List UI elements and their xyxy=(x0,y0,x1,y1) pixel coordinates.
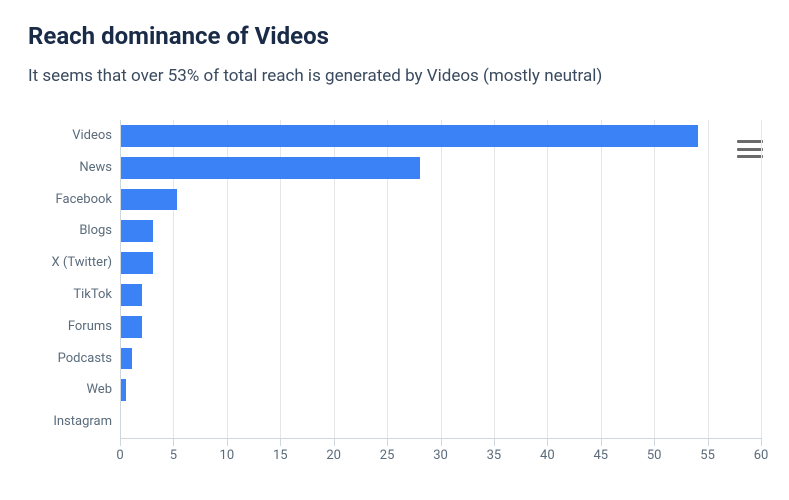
y-tick-label: X (Twitter) xyxy=(28,247,112,279)
x-tick xyxy=(387,438,388,446)
x-tick-label: 20 xyxy=(326,448,341,463)
y-tick-label: News xyxy=(28,152,112,184)
x-tick-label: 55 xyxy=(700,448,715,463)
x-tick xyxy=(441,438,442,446)
bar[interactable] xyxy=(121,125,698,147)
x-tick-label: 45 xyxy=(593,448,608,463)
x-tick xyxy=(547,438,548,446)
bar-row xyxy=(120,184,761,216)
bar[interactable] xyxy=(121,284,142,306)
x-tick-label: 50 xyxy=(647,448,662,463)
chart-title: Reach dominance of Videos xyxy=(28,22,761,50)
chart-subtitle: It seems that over 53% of total reach is… xyxy=(28,66,761,86)
x-axis: 051015202530354045505560 xyxy=(120,438,761,478)
x-tick xyxy=(601,438,602,446)
bar[interactable] xyxy=(121,316,142,338)
bar[interactable] xyxy=(121,189,177,211)
bar[interactable] xyxy=(121,252,153,274)
x-tick xyxy=(761,438,762,446)
bar-row xyxy=(120,374,761,406)
x-tick xyxy=(173,438,174,446)
bar-row xyxy=(120,311,761,343)
bar-row xyxy=(120,279,761,311)
bar-row xyxy=(120,152,761,184)
x-tick-label: 25 xyxy=(380,448,395,463)
y-tick-label: Web xyxy=(28,374,112,406)
bar[interactable] xyxy=(121,220,153,242)
x-tick-label: 40 xyxy=(540,448,555,463)
x-tick-label: 30 xyxy=(433,448,448,463)
bar-row xyxy=(120,406,761,438)
x-tick xyxy=(120,438,121,446)
grid-line xyxy=(761,120,762,438)
bar[interactable] xyxy=(121,157,420,179)
x-tick xyxy=(227,438,228,446)
y-tick-label: Forums xyxy=(28,311,112,343)
bar-row xyxy=(120,120,761,152)
bar-chart: VideosNewsFacebookBlogsX (Twitter)TikTok… xyxy=(28,120,761,480)
x-tick-label: 0 xyxy=(116,448,123,463)
y-tick-label: Facebook xyxy=(28,184,112,216)
bar-row xyxy=(120,343,761,375)
y-tick-label: Podcasts xyxy=(28,343,112,375)
y-tick-label: Blogs xyxy=(28,215,112,247)
x-tick xyxy=(494,438,495,446)
x-tick xyxy=(334,438,335,446)
x-tick xyxy=(280,438,281,446)
y-tick-label: Instagram xyxy=(28,406,112,438)
x-tick-label: 5 xyxy=(170,448,177,463)
x-tick-label: 35 xyxy=(487,448,502,463)
x-tick-label: 15 xyxy=(273,448,288,463)
x-tick-label: 10 xyxy=(220,448,235,463)
x-tick xyxy=(708,438,709,446)
x-tick xyxy=(654,438,655,446)
y-tick-label: Videos xyxy=(28,120,112,152)
bar[interactable] xyxy=(121,348,132,370)
x-tick-label: 60 xyxy=(754,448,769,463)
bar[interactable] xyxy=(121,379,126,401)
bar-row xyxy=(120,215,761,247)
y-tick-label: TikTok xyxy=(28,279,112,311)
bars-layer xyxy=(120,120,761,438)
chart-container: Reach dominance of Videos It seems that … xyxy=(0,0,789,500)
bar-row xyxy=(120,247,761,279)
